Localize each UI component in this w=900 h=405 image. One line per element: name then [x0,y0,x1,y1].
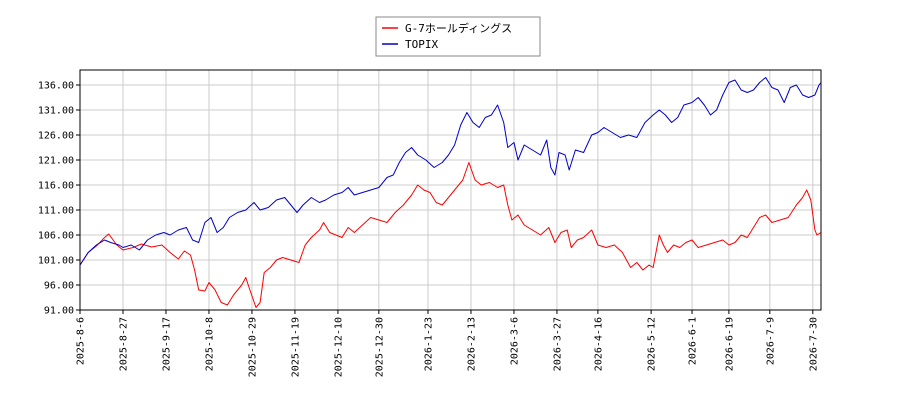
x-tick-label: 2026-6-1 [688,317,699,365]
x-tick-label: 2025-11-19 [290,317,301,377]
y-tick-label: 126.00 [38,131,74,142]
x-tick-label: 2025-10-29 [247,317,258,377]
y-axis: 91.00 96.00 101.00 106.00 111.00 116.00 121.00… [38,81,80,317]
y-tick-label: 136.00 [38,81,74,92]
x-tick-label: 2026-7-30 [808,317,819,371]
y-tick-label: 121.00 [38,156,74,167]
x-tick-label: 2025-9-17 [161,317,172,371]
x-tick-label: 2026-4-16 [593,317,604,371]
series-lines [79,77,822,308]
y-tick-label: 91.00 [44,306,74,317]
x-tick-label: 2025-10-8 [204,317,215,371]
legend-box [375,16,541,57]
y-tick-label: 106.00 [38,231,74,242]
y-tick-label: 96.00 [44,281,74,292]
x-tick-label: 2026-7-9 [765,317,776,365]
x-tick-label: 2026-6-19 [724,317,735,371]
series-line-1 [79,77,822,266]
y-tick-label: 111.00 [38,206,74,217]
x-tick-label: 2026-2-13 [466,317,477,371]
x-tick-label: 2026-3-27 [552,317,563,371]
legend-label: G-7ホールディングス [405,21,512,35]
series-line-0 [79,162,822,308]
x-tick-label: 2026-1-23 [423,317,434,371]
y-tick-label: 131.00 [38,106,74,117]
y-tick-label: 101.00 [38,256,74,267]
x-tick-label: 2025-8-27 [118,317,129,371]
legend-label: TOPIX [405,38,438,51]
x-tick-label: 2026-5-12 [647,317,658,371]
x-tick-label: 2025-12-30 [374,317,385,377]
x-tick-label: 2026-3-6 [509,317,520,365]
plot-frame [79,69,822,311]
x-tick-label: 2025-12-10 [333,317,344,377]
x-tick-label: 2025-8-6 [76,317,87,365]
x-axis: 2025-8-6 2025-8-27 2025-9-17 2025-10-8 2025-… [76,310,819,377]
grid [79,70,821,311]
y-tick-label: 116.00 [38,181,74,192]
legend: G-7ホールディングス TOPIX [375,16,541,57]
